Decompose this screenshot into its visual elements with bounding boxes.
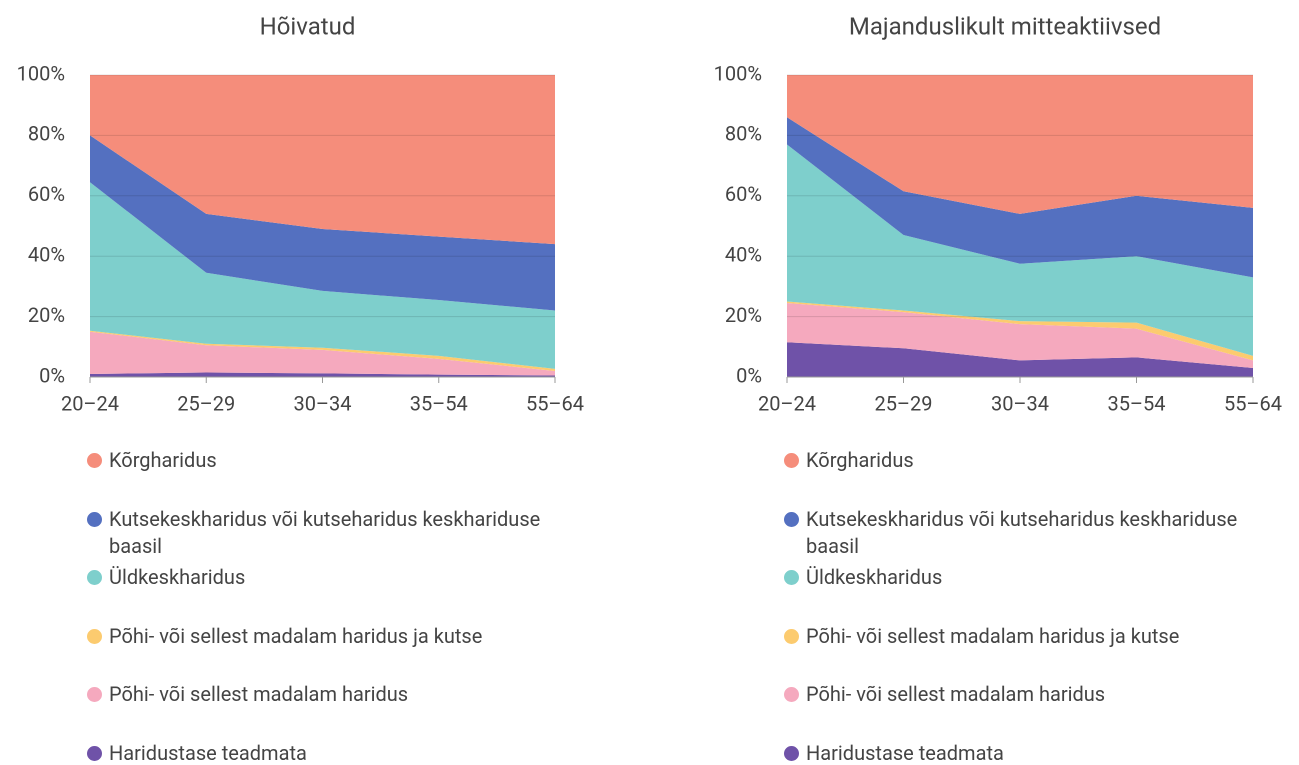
area	[90, 182, 555, 369]
x-tick-label: 25–29	[177, 391, 235, 415]
y-tick-label: 40%	[725, 242, 762, 266]
y-tick-label: 20%	[725, 303, 762, 327]
legend-item: Põhi- või sellest madalam haridus ja kut…	[87, 623, 549, 650]
y-tick-label: 0%	[39, 363, 65, 387]
legend-marker	[784, 453, 799, 468]
y-tick-label: 60%	[28, 182, 65, 206]
x-tick-label: 35–54	[410, 391, 468, 415]
legend-item: Kutsekeskharidus või kutseharidus keskha…	[784, 506, 1246, 560]
legend-item: Haridustase teadmata	[784, 740, 1246, 765]
area	[787, 301, 1253, 361]
area	[787, 75, 1253, 214]
legend-label: Põhi- või sellest madalam haridus ja kut…	[806, 623, 1180, 648]
y-tick-label: 100%	[714, 61, 762, 85]
x-tick-label: 20–24	[61, 391, 119, 415]
x-tick-label: 30–34	[991, 391, 1049, 415]
legend-marker	[784, 511, 799, 527]
area	[787, 303, 1253, 368]
legend-marker	[784, 628, 799, 644]
legend-label: Haridustase teadmata	[109, 740, 307, 765]
x-tick-label: 35–54	[1107, 391, 1165, 415]
legend-marker	[87, 570, 102, 585]
legend-marker	[87, 687, 102, 702]
legend-marker	[784, 687, 799, 702]
legend-marker	[87, 745, 102, 761]
legend-item: Kõrgharidus	[87, 447, 549, 474]
legend-item: Põhi- või sellest madalam haridus	[784, 681, 1246, 708]
chart-title: Majanduslikult mitteaktiivsed	[849, 12, 1161, 40]
legend-item: Üldkeskharidus	[784, 564, 1246, 591]
area	[90, 372, 555, 377]
area	[787, 144, 1253, 356]
legend-item: Haridustase teadmata	[87, 740, 549, 765]
x-tick-label: 30–34	[293, 391, 351, 415]
y-tick-label: 20%	[28, 303, 65, 327]
area	[787, 342, 1253, 377]
legend-label: Kõrgharidus	[806, 448, 914, 472]
legend-marker	[87, 628, 102, 644]
legend-label: Põhi- või sellest madalam haridus	[806, 682, 1106, 706]
x-tick-label: 25–29	[874, 391, 932, 415]
legend-item: Kutsekeskharidus või kutseharidus keskha…	[87, 506, 549, 560]
x-tick-label: 55–64	[526, 391, 584, 415]
legend-label: Üldkeskharidus	[109, 565, 246, 589]
y-tick-label: 40%	[28, 242, 65, 266]
legend-label: Üldkeskharidus	[806, 565, 943, 589]
area	[90, 331, 555, 376]
x-tick-label: 55–64	[1224, 391, 1282, 415]
legend-item: Põhi- või sellest madalam haridus ja kut…	[784, 623, 1246, 650]
legend-item: Kõrgharidus	[784, 447, 1246, 474]
area	[90, 75, 555, 245]
legend-marker	[784, 570, 799, 585]
chart-title: Hõivatud	[260, 12, 356, 40]
area	[90, 135, 555, 311]
legend-label: Kõrgharidus	[109, 448, 217, 472]
y-tick-label: 100%	[17, 61, 65, 85]
legend-marker	[784, 745, 799, 761]
y-tick-label: 80%	[725, 122, 762, 146]
x-tick-label: 20–24	[758, 391, 816, 415]
y-tick-label: 60%	[725, 182, 762, 206]
legend-label: Põhi- või sellest madalam haridus ja kut…	[109, 623, 483, 648]
legend-label: Haridustase teadmata	[806, 740, 1004, 765]
legend-item: Üldkeskharidus	[87, 564, 549, 591]
y-tick-label: 0%	[736, 363, 762, 387]
legend-marker	[87, 453, 102, 468]
legend-label: Kutsekeskharidus või kutseharidus keskha…	[109, 506, 541, 558]
y-tick-label: 80%	[28, 122, 65, 146]
legend-marker	[87, 511, 102, 527]
legend-label: Kutsekeskharidus või kutseharidus keskha…	[806, 506, 1238, 558]
area	[787, 117, 1253, 278]
legend-item: Põhi- või sellest madalam haridus	[87, 681, 549, 708]
legend-label: Põhi- või sellest madalam haridus	[109, 682, 409, 706]
